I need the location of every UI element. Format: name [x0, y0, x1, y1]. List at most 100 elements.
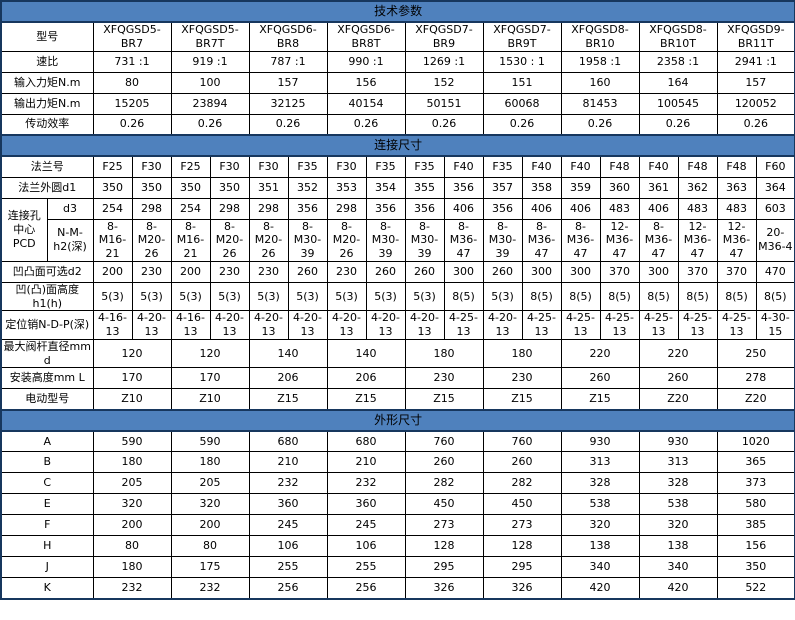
row-flange-no-label: 法兰号	[0, 155, 94, 178]
row-dim-f-value: 273	[482, 514, 562, 537]
row-input-torque-value: 100	[170, 71, 250, 94]
row-d2-value: 260	[287, 260, 328, 283]
row-h1-value: 8(5)	[677, 281, 718, 312]
row-pin-value: 4-25- 13	[677, 310, 718, 340]
row-d2-value: 300	[560, 260, 601, 283]
row-dim-c-value: 373	[716, 472, 795, 495]
row-flange-od-value: 357	[482, 176, 523, 199]
row-dim-a-value: 590	[92, 430, 172, 453]
row-dim-e-value: 320	[170, 493, 250, 516]
row-flange-no-value: F35	[287, 155, 328, 178]
row-dim-a-value: 930	[560, 430, 640, 453]
row-nmh2-value: 12- M36- 47	[677, 218, 718, 262]
row-output-torque-value: 50151	[404, 92, 484, 115]
row-output-torque-value: 40154	[326, 92, 406, 115]
row-d2-value: 200	[170, 260, 211, 283]
row-install-height-value: 278	[716, 367, 795, 390]
row-dim-k: K 232 232 256 256 326 326 420 420 522	[0, 577, 795, 600]
row-d3-value: 406	[560, 197, 601, 220]
row-nmh2-value: 8- M30- 39	[482, 218, 523, 262]
row-motor-model-value: Z15	[404, 388, 484, 411]
row-d2-value: 370	[599, 260, 640, 283]
row-max-stem: 最大阀杆直径mm d 120 120 140 140 180 180 220 220 250	[0, 338, 795, 369]
row-d2-value: 230	[131, 260, 172, 283]
row-input-torque-value: 80	[92, 71, 172, 94]
row-h1-value: 8(5)	[638, 281, 679, 312]
row-efficiency-value: 0.26	[638, 113, 718, 136]
row-nmh2-value: 12- M36- 47	[599, 218, 640, 262]
row-flange-od-value: 355	[404, 176, 445, 199]
row-d3: 连接孔 中心 PCD d3 254 298 254 298 298 356 298 356 356 4…	[0, 197, 795, 262]
row-nmh2-value: 8- M30- 39	[365, 218, 406, 262]
row-flange-od-value: 352	[287, 176, 328, 199]
row-max-stem-value: 120	[170, 338, 250, 369]
row-install-height-value: 260	[560, 367, 640, 390]
row-dim-a-value: 760	[404, 430, 484, 453]
row-install-height-value: 170	[170, 367, 250, 390]
row-h1-value: 5(3)	[209, 281, 250, 312]
row-efficiency-label: 传动效率	[0, 113, 94, 136]
row-flange-od-value: 350	[131, 176, 172, 199]
row-output-torque-value: 15205	[92, 92, 172, 115]
row-input-torque-value: 164	[638, 71, 718, 94]
row-flange-no-value: F60	[755, 155, 795, 178]
row-efficiency: 传动效率 0.26 0.26 0.26 0.26 0.26 0.26 0.26 0.26 0.26	[0, 113, 795, 136]
row-pin-value: 4-20- 13	[209, 310, 250, 340]
row-dim-j-value: 340	[560, 556, 640, 579]
row-speed-ratio-value: 990 :1	[326, 50, 406, 73]
row-dim-e-value: 538	[638, 493, 718, 516]
row-install-height-value: 206	[248, 367, 328, 390]
row-dim-f-value: 273	[404, 514, 484, 537]
row-input-torque-label: 输入力矩N.m	[0, 71, 94, 94]
row-efficiency-value: 0.26	[326, 113, 406, 136]
row-d2-label: 凹凸面可选d2	[0, 260, 94, 283]
row-model-value: XFQGSD6- BR8	[248, 21, 328, 52]
row-flange-od-value: 356	[443, 176, 484, 199]
row-efficiency-value: 0.26	[482, 113, 562, 136]
row-efficiency-value: 0.26	[92, 113, 172, 136]
row-h1-value: 8(5)	[521, 281, 562, 312]
technical-parameters-table: 技术参数 型号 XFQGSD5- BR7 XFQGSD5- BR7T XFQGSD6- …	[0, 0, 795, 600]
row-input-torque-value: 160	[560, 71, 640, 94]
row-speed-ratio: 速比 731 :1 919 :1 787 :1 990 :1 1269 :1 1530 : …	[0, 50, 795, 73]
row-motor-model-label: 电动型号	[0, 388, 94, 411]
row-dim-c-value: 205	[92, 472, 172, 495]
row-model-label: 型号	[0, 21, 94, 52]
row-efficiency-value: 0.26	[170, 113, 250, 136]
row-d2-value: 470	[755, 260, 795, 283]
row-speed-ratio-value: 787 :1	[248, 50, 328, 73]
row-input-torque-value: 151	[482, 71, 562, 94]
row-dim-f-value: 385	[716, 514, 795, 537]
row-max-stem-value: 180	[404, 338, 484, 369]
row-dim-f-value: 320	[638, 514, 718, 537]
row-d3-value: 356	[365, 197, 406, 220]
row-flange-no-value: F25	[92, 155, 133, 178]
row-pin-value: 4-25- 13	[599, 310, 640, 340]
row-install-height-value: 260	[638, 367, 718, 390]
row-pin-value: 4-25- 13	[560, 310, 601, 340]
row-dim-k-value: 326	[404, 577, 484, 600]
row-nmh2-value: 8- M20- 26	[209, 218, 250, 262]
row-d3-value: 603	[755, 197, 795, 220]
row-dim-f-value: 200	[170, 514, 250, 537]
row-dim-h-value: 138	[638, 535, 718, 558]
table-body: 技术参数 型号 XFQGSD5- BR7 XFQGSD5- BR7T XFQGSD6- …	[0, 0, 795, 600]
row-dim-b-value: 260	[404, 451, 484, 474]
row-dim-b-value: 313	[638, 451, 718, 474]
row-flange-od-value: 350	[170, 176, 211, 199]
section-outline-title: 外形尺寸	[0, 408, 795, 432]
row-dim-h-value: 80	[170, 535, 250, 558]
row-dim-c: C 205 205 232 232 282 282 328 328 373	[0, 472, 795, 495]
row-flange-od-value: 351	[248, 176, 289, 199]
row-dim-j-value: 255	[248, 556, 328, 579]
row-d2-value: 230	[209, 260, 250, 283]
row-flange-no-value: F40	[443, 155, 484, 178]
row-dim-c-value: 232	[326, 472, 406, 495]
row-input-torque-value: 157	[248, 71, 328, 94]
row-dim-h-value: 138	[560, 535, 640, 558]
row-d3-value: 356	[404, 197, 445, 220]
row-dim-c-value: 328	[560, 472, 640, 495]
row-flange-od-value: 364	[755, 176, 795, 199]
row-input-torque-value: 156	[326, 71, 406, 94]
row-model-value: XFQGSD9- BR11T	[716, 21, 795, 52]
